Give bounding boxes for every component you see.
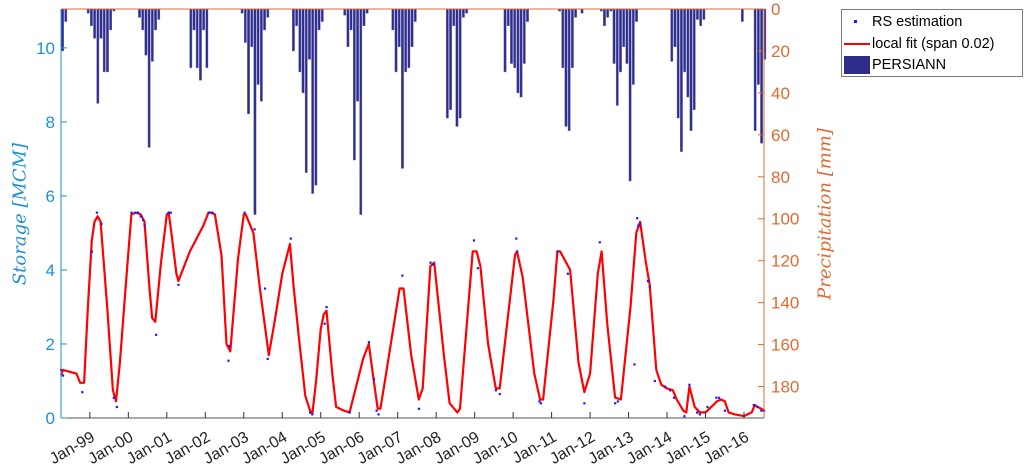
svg-text:8: 8 xyxy=(46,113,55,132)
svg-text:40: 40 xyxy=(771,84,790,103)
svg-text:120: 120 xyxy=(771,252,799,271)
local-fit-line xyxy=(59,211,765,418)
left-axis-label: Storage [MCM] xyxy=(9,142,31,286)
svg-text:180: 180 xyxy=(771,378,799,397)
svg-text:4: 4 xyxy=(46,261,55,280)
right-axis-label: Precipitation [mm] xyxy=(814,128,836,300)
svg-text:10: 10 xyxy=(36,39,55,58)
dot-marker-icon xyxy=(842,11,872,33)
svg-text:80: 80 xyxy=(771,168,790,187)
svg-text:0: 0 xyxy=(46,409,55,428)
persiann-bars xyxy=(61,8,767,215)
svg-text:100: 100 xyxy=(771,210,799,229)
svg-text:60: 60 xyxy=(771,126,790,145)
legend-label-rs: RS estimation xyxy=(872,14,963,30)
bar-marker-icon xyxy=(842,54,872,76)
svg-text:6: 6 xyxy=(46,187,55,206)
svg-text:160: 160 xyxy=(771,336,799,355)
legend-item-fit: local fit (span 0.02) xyxy=(842,33,995,55)
svg-text:0: 0 xyxy=(771,0,780,19)
legend-label-persiann: PERSIANN xyxy=(872,57,947,73)
legend: RS estimation local fit (span 0.02) PERS… xyxy=(841,9,1023,77)
line-marker-icon xyxy=(842,33,872,55)
svg-text:140: 140 xyxy=(771,294,799,313)
svg-text:Jan-10: Jan-10 xyxy=(470,429,521,468)
svg-text:Jan-16: Jan-16 xyxy=(701,429,752,468)
svg-text:20: 20 xyxy=(771,42,790,61)
legend-label-fit: local fit (span 0.02) xyxy=(872,36,995,52)
legend-item-persiann: PERSIANN xyxy=(842,54,946,76)
legend-item-rs: RS estimation xyxy=(842,11,962,33)
svg-text:2: 2 xyxy=(46,335,55,354)
rs-estimation-points xyxy=(60,211,766,418)
